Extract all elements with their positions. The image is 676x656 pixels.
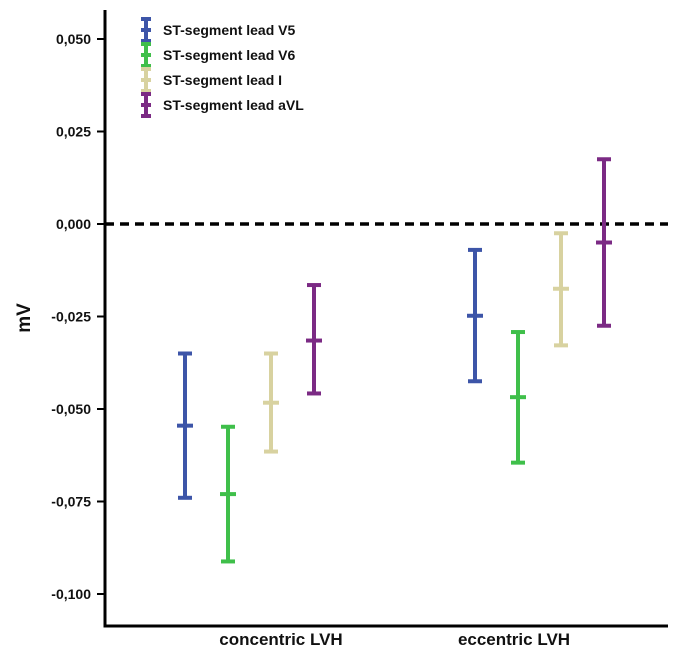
y-tick-label: -0,025	[51, 309, 91, 325]
legend-item: ST-segment lead V6	[141, 42, 295, 68]
error-bar	[263, 351, 279, 454]
legend: ST-segment lead V5 ST-segment lead V6 ST-s…	[141, 17, 304, 118]
legend-item: ST-segment lead I	[141, 67, 282, 93]
y-axis-ticks: 0,050 0,025 0,000 -0,025 -0,050 -0,075 -0,100	[51, 31, 105, 602]
category-label-eccentric: eccentric LVH	[458, 630, 570, 649]
legend-label: ST-segment lead I	[163, 72, 282, 88]
legend-label: ST-segment lead V6	[163, 47, 295, 63]
category-label-concentric: concentric LVH	[219, 630, 342, 649]
error-bar	[306, 283, 322, 396]
error-bar	[220, 424, 236, 564]
y-tick-label: 0,000	[56, 216, 91, 232]
error-bar	[510, 330, 526, 465]
y-tick-label: 0,025	[56, 124, 91, 140]
error-bar	[177, 351, 193, 500]
legend-label: ST-segment lead aVL	[163, 97, 304, 113]
error-bar	[596, 157, 612, 328]
y-tick-label: -0,100	[51, 586, 91, 602]
error-bar	[553, 231, 569, 348]
plot-marks	[105, 157, 668, 564]
y-axis-label: mV	[14, 303, 35, 333]
y-tick-label: -0,075	[51, 494, 91, 510]
legend-label: ST-segment lead V5	[163, 22, 295, 38]
legend-item: ST-segment lead aVL	[141, 92, 304, 118]
legend-item: ST-segment lead V5	[141, 17, 295, 43]
error-bar	[467, 247, 483, 384]
y-tick-label: -0,050	[51, 401, 91, 417]
y-tick-label: 0,050	[56, 31, 91, 47]
